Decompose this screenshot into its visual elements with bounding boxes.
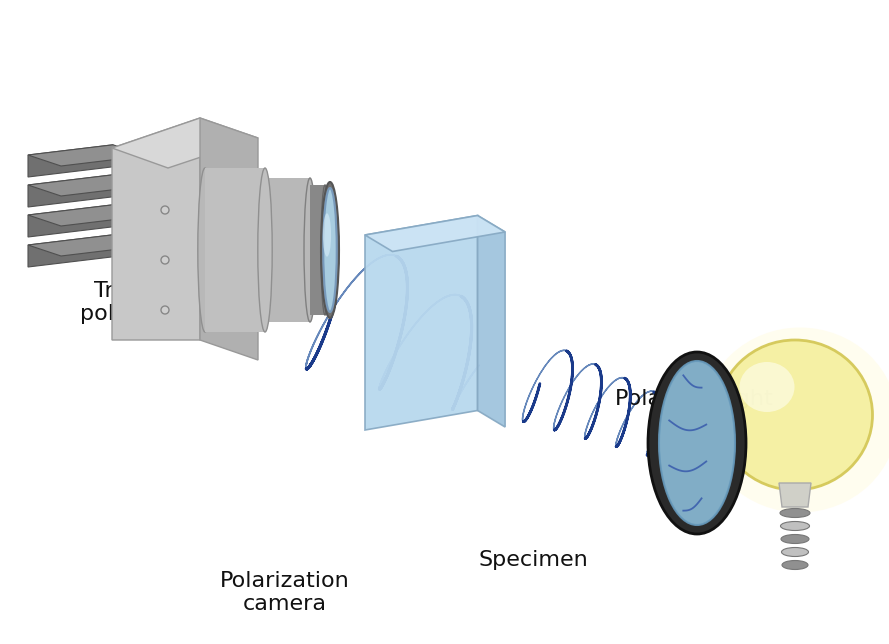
Polygon shape	[365, 216, 505, 252]
Polygon shape	[477, 216, 505, 427]
Text: Polarization
camera: Polarization camera	[220, 571, 349, 614]
Polygon shape	[365, 216, 477, 430]
Polygon shape	[200, 118, 258, 360]
Text: Specimen: Specimen	[478, 550, 589, 571]
Ellipse shape	[702, 328, 889, 513]
Bar	[205, 168, 265, 332]
Polygon shape	[28, 235, 113, 267]
Polygon shape	[28, 175, 146, 196]
Ellipse shape	[161, 206, 169, 214]
Ellipse shape	[781, 535, 809, 544]
Ellipse shape	[197, 168, 212, 332]
Polygon shape	[28, 175, 113, 207]
Ellipse shape	[304, 178, 316, 322]
Polygon shape	[28, 235, 146, 256]
Ellipse shape	[740, 362, 795, 412]
Ellipse shape	[321, 185, 329, 315]
Ellipse shape	[258, 168, 272, 332]
Polygon shape	[112, 118, 258, 168]
Polygon shape	[779, 483, 811, 507]
Ellipse shape	[161, 256, 169, 264]
Polygon shape	[28, 205, 113, 237]
Ellipse shape	[781, 522, 810, 531]
Ellipse shape	[324, 188, 337, 312]
Ellipse shape	[782, 560, 808, 569]
Ellipse shape	[659, 361, 735, 525]
Polygon shape	[112, 118, 200, 340]
Bar	[265, 178, 310, 322]
Polygon shape	[28, 145, 146, 166]
Ellipse shape	[780, 509, 810, 518]
Text: Polarized light: Polarized light	[614, 389, 773, 410]
Ellipse shape	[321, 182, 339, 318]
Ellipse shape	[648, 352, 746, 534]
Polygon shape	[28, 145, 113, 177]
Text: Transmitted
polarized light: Transmitted polarized light	[80, 281, 240, 325]
Ellipse shape	[161, 306, 169, 314]
Bar	[310, 185, 325, 315]
Ellipse shape	[717, 340, 872, 490]
Ellipse shape	[781, 547, 808, 556]
Polygon shape	[28, 205, 146, 226]
Ellipse shape	[323, 213, 331, 257]
